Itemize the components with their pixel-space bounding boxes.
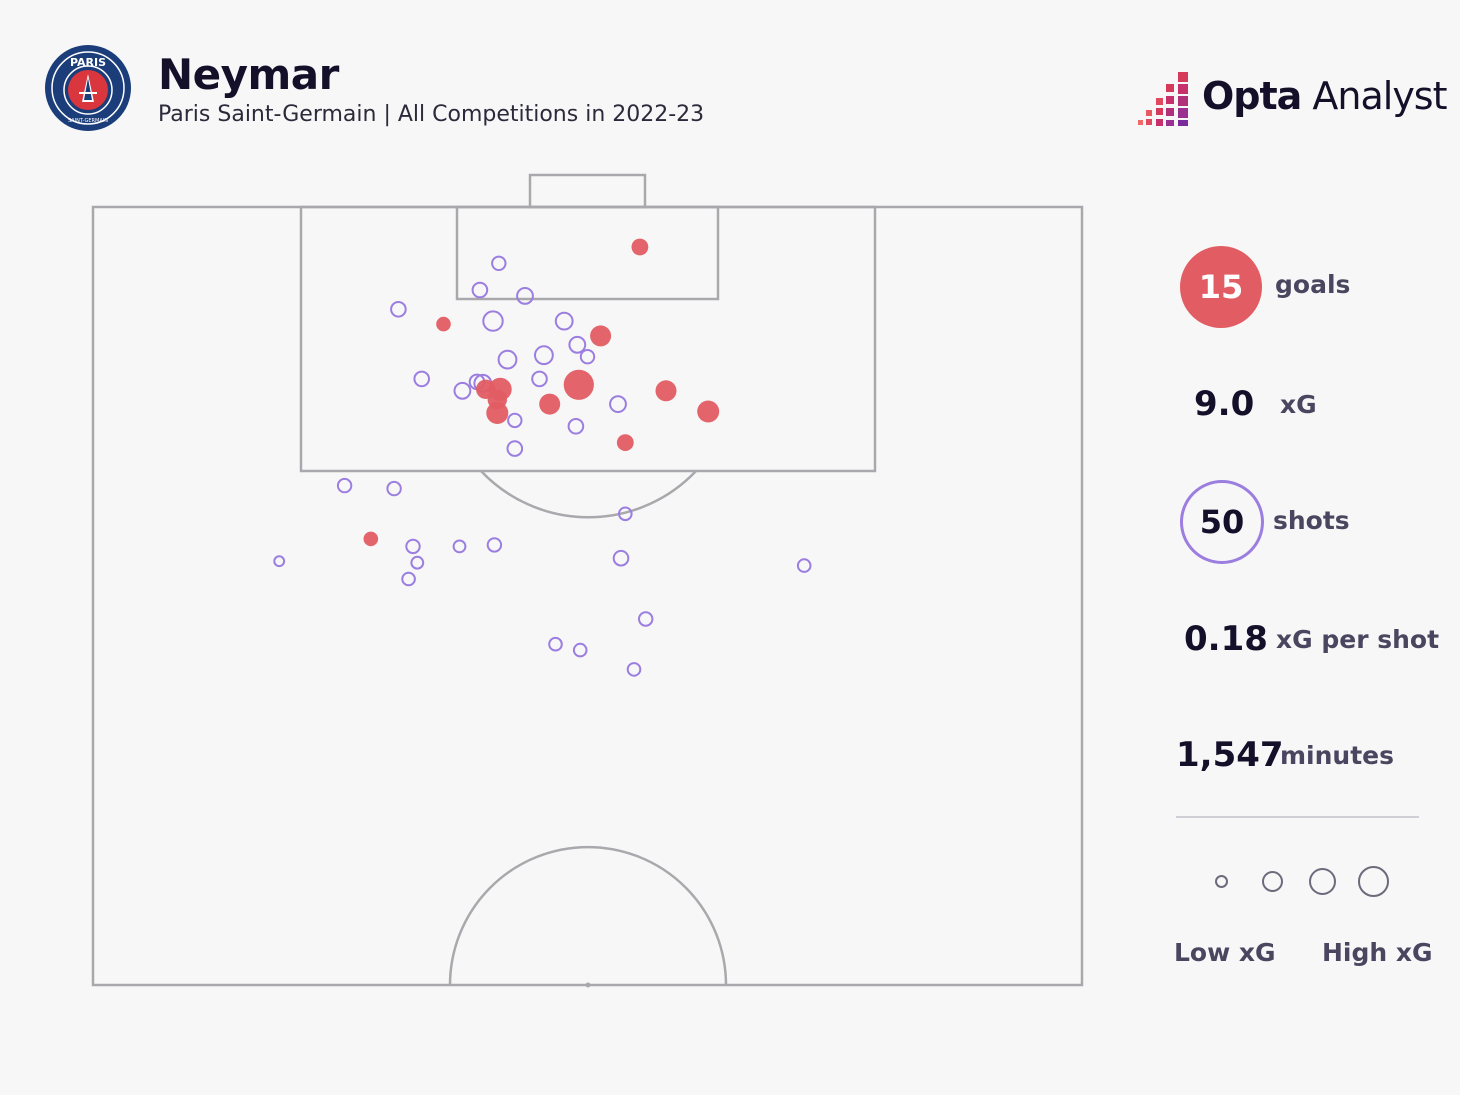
shot-marker-33 bbox=[626, 662, 642, 677]
shot-marker-21 bbox=[618, 506, 633, 522]
brand-name: Opta Analyst bbox=[1202, 74, 1448, 118]
shot-marker-16 bbox=[507, 412, 523, 429]
goal-marker-1 bbox=[436, 316, 451, 332]
stat-minutes: 1,547 minutes bbox=[1176, 733, 1446, 813]
shot-marker-10 bbox=[413, 370, 431, 388]
legend-low-xg: Low xG bbox=[1174, 938, 1276, 967]
shot-map-pitch bbox=[91, 173, 1084, 988]
legend-high-xg: High xG bbox=[1322, 938, 1433, 967]
shot-marker-7 bbox=[534, 345, 554, 366]
shot-marker-15 bbox=[609, 395, 627, 414]
goal-marker-9 bbox=[697, 400, 720, 423]
goal-frame bbox=[528, 173, 647, 209]
shot-marker-29 bbox=[401, 571, 416, 587]
shot-marker-9 bbox=[579, 349, 596, 365]
stat-goals: 15 goals bbox=[1176, 246, 1446, 328]
shot-marker-19 bbox=[336, 477, 353, 494]
goal-marker-10 bbox=[486, 402, 509, 424]
goals-label: goals bbox=[1275, 270, 1351, 299]
shot-marker-24 bbox=[452, 539, 467, 554]
crest-text: PARIS bbox=[70, 56, 106, 69]
brand-name-light: Analyst bbox=[1301, 74, 1447, 118]
legend-size-s-icon bbox=[1262, 871, 1283, 892]
xg-label: xG bbox=[1280, 390, 1317, 419]
shot-marker-3 bbox=[390, 301, 407, 318]
minutes-label: minutes bbox=[1280, 741, 1395, 770]
stats-divider bbox=[1176, 816, 1419, 818]
shot-marker-0 bbox=[491, 255, 507, 271]
shot-marker-4 bbox=[482, 310, 504, 332]
opta-pixel-logo-icon bbox=[1138, 72, 1188, 126]
crest-small-text: SAINT-GERMAIN bbox=[68, 118, 108, 124]
xg-per-shot-label: xG per shot bbox=[1276, 625, 1440, 654]
pitch-lines bbox=[91, 173, 1084, 987]
goal-marker-0 bbox=[631, 238, 649, 256]
shot-marker-1 bbox=[471, 281, 489, 299]
opta-analyst-brand: Opta Analyst bbox=[1136, 68, 1448, 130]
pitch-outline bbox=[91, 205, 1084, 987]
stat-xg-per-shot: 0.18 xG per shot bbox=[1176, 617, 1446, 697]
shot-marker-17 bbox=[567, 418, 585, 435]
shot-marker-18 bbox=[506, 440, 524, 457]
goal-marker-12 bbox=[363, 531, 379, 547]
shots-label: shots bbox=[1273, 506, 1350, 535]
penalty-arc bbox=[480, 470, 697, 519]
minutes-value: 1,547 bbox=[1176, 735, 1284, 775]
six-yard-box bbox=[455, 205, 720, 301]
psg-crest-logo: PARIS SAINT-GERMAIN bbox=[45, 45, 131, 131]
shot-marker-25 bbox=[612, 549, 630, 567]
shot-marker-2 bbox=[516, 287, 534, 305]
shot-marker-14 bbox=[453, 381, 472, 400]
goals-value: 15 bbox=[1198, 268, 1244, 306]
centre-circle bbox=[448, 845, 728, 986]
page-title: Neymar bbox=[158, 50, 339, 99]
shot-marker-32 bbox=[572, 642, 588, 658]
shot-marker-8 bbox=[497, 349, 518, 370]
shot-marker-5 bbox=[554, 311, 574, 331]
shot-marker-23 bbox=[486, 537, 503, 553]
shot-marker-30 bbox=[638, 611, 654, 627]
shots-badge: 50 bbox=[1180, 480, 1264, 564]
shot-markers bbox=[273, 238, 812, 677]
goal-marker-6 bbox=[655, 380, 677, 402]
shot-marker-6 bbox=[568, 335, 587, 354]
shot-marker-26 bbox=[410, 555, 425, 570]
page-subtitle: Paris Saint-Germain | All Competitions i… bbox=[158, 102, 705, 127]
goal-marker-11 bbox=[616, 434, 634, 451]
goal-marker-2 bbox=[590, 325, 612, 347]
xg-value: 9.0 bbox=[1194, 384, 1255, 424]
shot-marker-11 bbox=[531, 370, 548, 388]
xg-per-shot-value: 0.18 bbox=[1184, 619, 1268, 659]
stat-xg: 9.0 xG bbox=[1176, 382, 1446, 462]
goals-badge: 15 bbox=[1180, 246, 1262, 328]
stat-shots: 50 shots bbox=[1176, 480, 1446, 564]
shot-marker-22 bbox=[405, 538, 421, 555]
shots-value: 50 bbox=[1199, 503, 1245, 541]
shot-marker-28 bbox=[796, 558, 812, 573]
shot-marker-20 bbox=[386, 480, 402, 497]
goal-marker-8 bbox=[539, 393, 561, 415]
shot-marker-27 bbox=[273, 555, 286, 568]
legend-size-m-icon bbox=[1309, 868, 1336, 895]
shot-marker-31 bbox=[548, 636, 563, 652]
legend-size-xs-icon bbox=[1215, 875, 1228, 888]
brand-name-bold: Opta bbox=[1202, 74, 1302, 118]
penalty-area bbox=[299, 205, 877, 473]
legend-size-l-icon bbox=[1358, 866, 1389, 897]
centre-spot bbox=[585, 982, 591, 988]
goal-marker-3 bbox=[563, 369, 594, 400]
